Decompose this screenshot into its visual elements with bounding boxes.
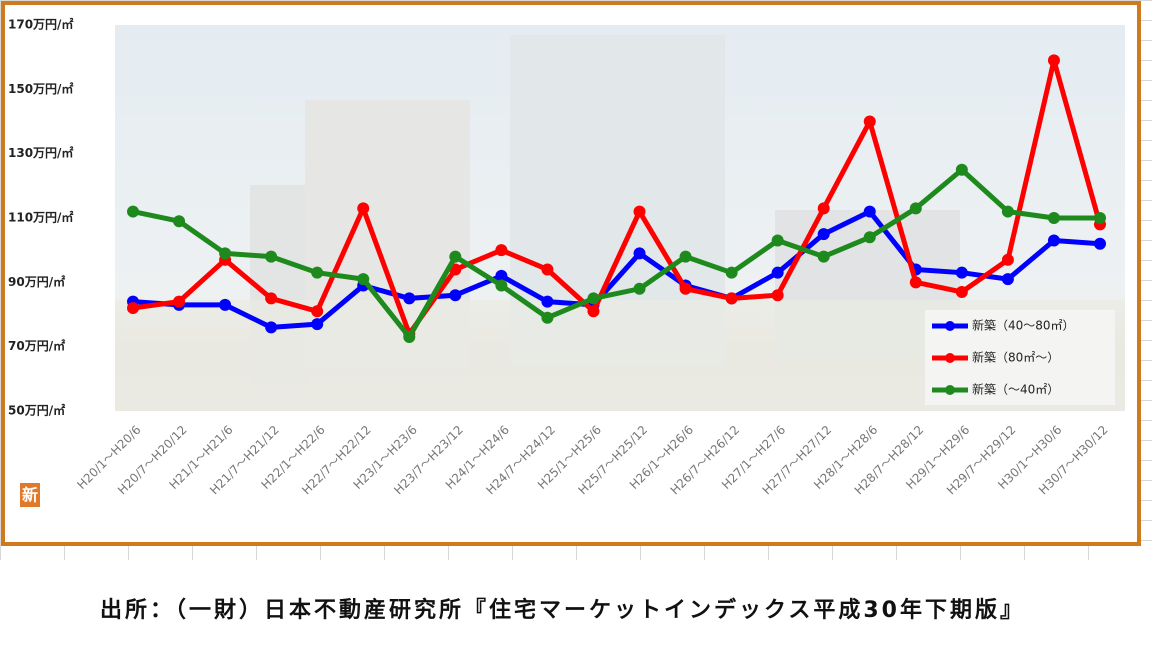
point — [541, 263, 554, 276]
y-tick-label: 90万円/㎡ — [8, 274, 65, 289]
y-tick-label: 170万円/㎡ — [8, 17, 73, 32]
point — [357, 273, 370, 286]
legend-label: 新築（40～80㎡） — [972, 318, 1075, 333]
point — [449, 289, 462, 302]
plot-area — [127, 54, 1106, 344]
point — [817, 202, 830, 215]
point — [311, 266, 324, 279]
point — [863, 231, 876, 244]
point — [311, 305, 324, 318]
legend-label: 新築（～40㎡） — [972, 382, 1059, 397]
y-tick-label: 130万円/㎡ — [8, 145, 73, 160]
point — [265, 292, 278, 305]
point — [587, 305, 600, 318]
source-box: 出所：（一財）日本不動産研究所『住宅マーケットインデックス平成30年下期版』 — [0, 560, 1152, 648]
point — [1094, 212, 1106, 224]
point — [633, 205, 646, 218]
point — [173, 295, 186, 308]
point — [909, 276, 922, 289]
y-tick-label: 70万円/㎡ — [8, 338, 65, 353]
point — [817, 228, 830, 241]
point — [1001, 253, 1014, 266]
point — [403, 331, 416, 344]
legend-marker — [945, 353, 955, 363]
point — [219, 247, 232, 260]
point — [1047, 54, 1060, 67]
point — [403, 292, 416, 305]
point — [817, 250, 830, 263]
y-tick-label: 50万円/㎡ — [8, 403, 65, 418]
badge: 新 — [22, 486, 38, 505]
point — [449, 250, 462, 263]
point — [219, 298, 232, 311]
point — [909, 202, 922, 215]
point — [955, 285, 968, 298]
point — [679, 250, 692, 263]
point — [955, 163, 968, 176]
point — [1001, 273, 1014, 286]
legend-marker — [945, 385, 955, 395]
point — [771, 266, 784, 279]
point — [1047, 212, 1060, 224]
point — [311, 318, 324, 331]
point — [495, 244, 508, 257]
point — [1094, 237, 1106, 250]
point — [633, 247, 646, 260]
point — [863, 115, 876, 128]
point — [173, 215, 186, 228]
point — [265, 321, 278, 334]
point — [127, 205, 139, 218]
point — [1047, 234, 1060, 247]
point — [495, 279, 508, 292]
series-line — [132, 167, 1100, 340]
source: 出所：（一財）日本不動産研究所『住宅マーケットインデックス平成30年下期版』 — [100, 598, 1025, 623]
point — [955, 266, 968, 279]
point — [541, 311, 554, 324]
point — [357, 202, 370, 215]
point — [633, 282, 646, 295]
y-tick-label: 110万円/㎡ — [8, 210, 73, 225]
point — [587, 292, 600, 305]
point — [127, 302, 139, 315]
legend-label: 新築（80㎡～） — [972, 350, 1059, 365]
chart: 新 新築（40～80㎡） 新築（80㎡～） 新築（～40㎡） 50万円/㎡ 70万円/… — [1, 1, 1141, 546]
point — [725, 266, 738, 279]
point — [495, 269, 508, 282]
point — [541, 295, 554, 308]
series-line — [132, 57, 1103, 337]
y-tick-label: 150万円/㎡ — [8, 81, 73, 96]
point — [771, 234, 784, 247]
point — [265, 250, 278, 263]
series-line — [132, 209, 1101, 330]
point — [1001, 205, 1014, 218]
point — [679, 282, 692, 295]
legend: 新築（40～80㎡） 新築（80㎡～） 新築（～40㎡） — [925, 310, 1115, 405]
point — [771, 289, 784, 302]
point — [725, 292, 738, 305]
badge-box — [20, 483, 40, 507]
point — [863, 205, 876, 218]
legend-marker — [945, 321, 955, 331]
